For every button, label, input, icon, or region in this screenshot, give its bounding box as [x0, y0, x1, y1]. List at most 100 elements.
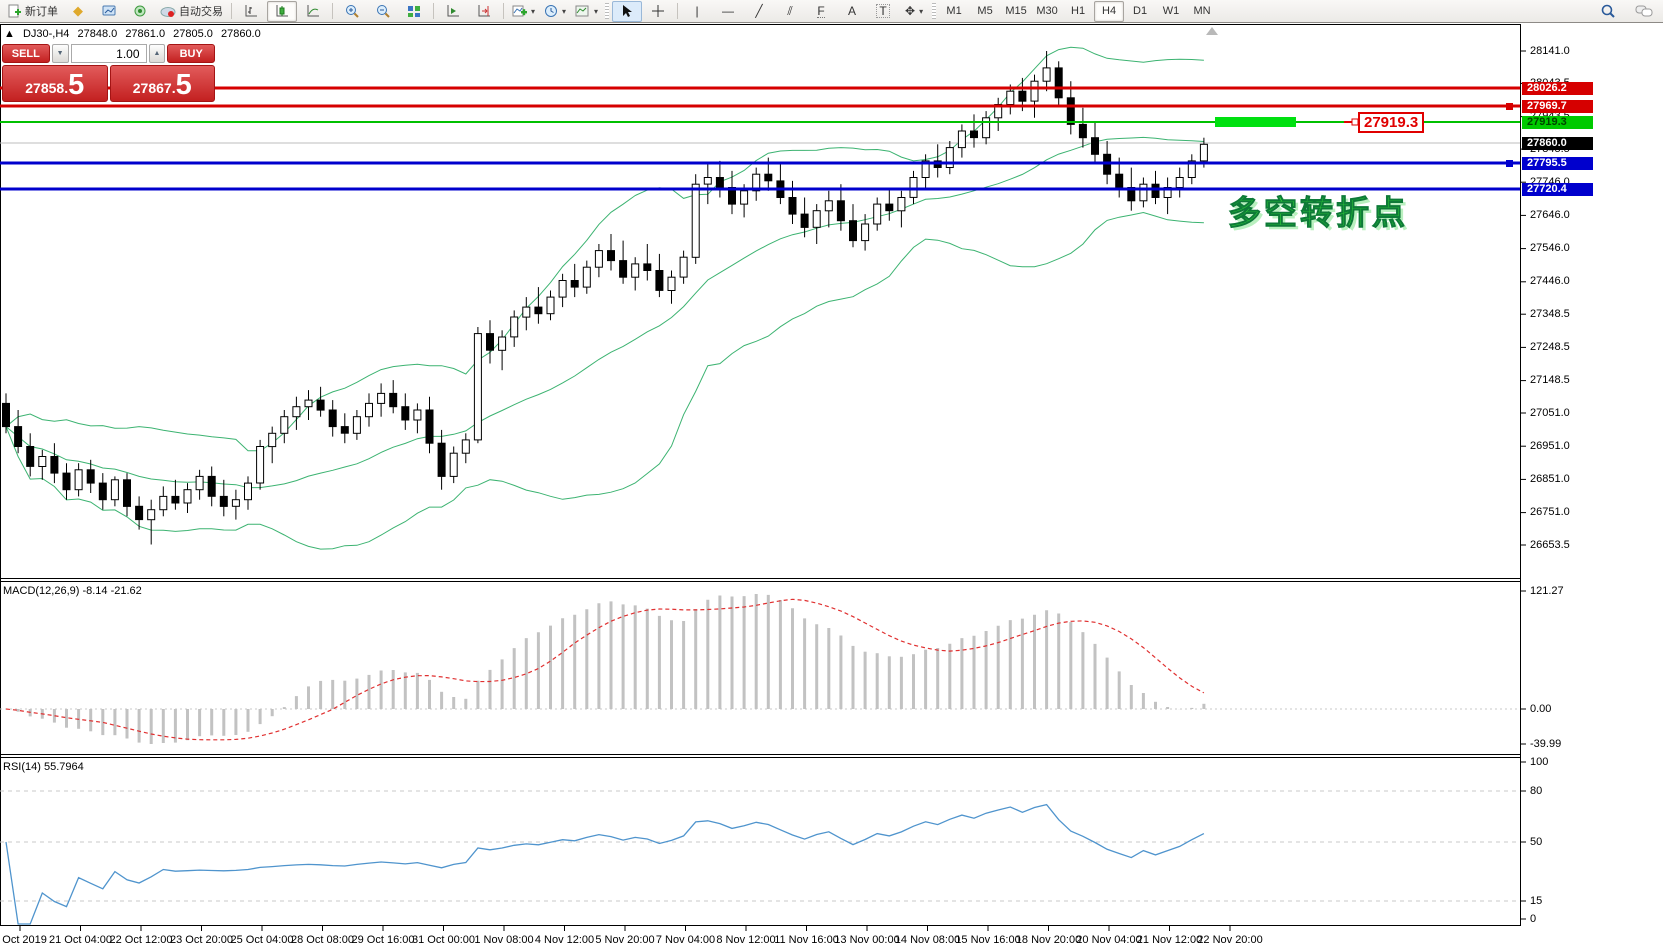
horizontal-line-tool[interactable]: — [713, 1, 743, 22]
autotrading-label: 自动交易 [179, 6, 223, 18]
candle [401, 406, 410, 421]
macd-tick-label: 121.27 [1530, 584, 1564, 597]
label-tool[interactable]: T [868, 1, 898, 22]
channel-icon: ⫽ [787, 4, 793, 18]
timeframe-m15-button[interactable]: M15 [1005, 5, 1027, 17]
candle [1078, 123, 1087, 139]
candle [982, 117, 991, 139]
candle [1199, 143, 1208, 162]
price-callout-label[interactable]: 27919.3 [1358, 112, 1425, 133]
navigator-button[interactable] [125, 1, 155, 22]
line-handle[interactable] [1506, 160, 1513, 167]
chart-shift-marker[interactable] [1206, 27, 1218, 35]
fibonacci-tool[interactable]: F [806, 1, 836, 22]
highlight-bar[interactable] [1215, 117, 1296, 127]
candle [389, 392, 398, 408]
vertical-line-icon: | [695, 4, 699, 18]
periods-button[interactable]: ▾ [540, 1, 570, 22]
candle [970, 130, 978, 139]
sell-button[interactable]: SELL [2, 44, 50, 63]
zoom-out-icon [376, 4, 390, 18]
price-line-label: 27969.7 [1522, 99, 1593, 113]
candle [171, 495, 180, 504]
trendline-tool[interactable]: ╱ [744, 1, 774, 22]
time-axis-label: 22 Nov 20:00 [1197, 934, 1263, 946]
timeframe-m1-button[interactable]: M1 [946, 5, 962, 17]
candle [921, 160, 930, 178]
rsi-tick-label: 100 [1530, 755, 1549, 768]
tile-windows-button[interactable] [399, 1, 429, 22]
timeframe-mn-button[interactable]: MN [1193, 5, 1211, 17]
candle [691, 183, 700, 258]
timeframe-m30-button[interactable]: M30 [1036, 5, 1058, 17]
time-axis-label: 21 Oct 04:00 [49, 934, 112, 946]
auto-scroll-button[interactable] [438, 1, 468, 22]
cursor-icon [623, 5, 633, 17]
candle [74, 469, 83, 491]
timeframe-m5-button[interactable]: M5 [977, 5, 993, 17]
cursor-button[interactable] [612, 0, 643, 22]
rsi-tick-label: 0 [1530, 912, 1537, 925]
search-button[interactable] [1593, 1, 1623, 22]
rsi-indicator-label: RSI(14) 55.7964 [3, 761, 84, 773]
candle [788, 197, 797, 215]
annotation-text[interactable]: 多空转折点 [1228, 194, 1408, 232]
indicators-button[interactable]: ▾ [508, 1, 539, 22]
volume-input[interactable] [70, 44, 147, 63]
chart-bars-button[interactable] [236, 1, 266, 22]
buy-price[interactable]: 27867. 5 [109, 65, 215, 102]
clock-icon [545, 5, 558, 17]
price-line-label: 27919.3 [1522, 115, 1593, 129]
channel-tool[interactable]: ⫽ [775, 1, 805, 22]
new-order-button[interactable]: 新订单 [4, 1, 62, 22]
chart-candles-button[interactable] [267, 0, 297, 22]
autotrading-icon [160, 6, 176, 17]
candle [219, 495, 228, 507]
timeframe-h4-button[interactable]: H4 [1094, 0, 1125, 22]
chart-line-button[interactable] [298, 1, 328, 22]
chart-bars-icon [245, 5, 257, 17]
arrows-icon: ✥ [905, 4, 916, 18]
zoom-out-button[interactable] [368, 1, 398, 22]
buy-button[interactable]: BUY [167, 44, 215, 63]
text-tool[interactable]: A [837, 1, 867, 22]
zoom-in-icon [345, 4, 359, 18]
arrows-tool[interactable]: ✥ ▾ [899, 1, 929, 22]
sell-price[interactable]: 27858. 5 [2, 65, 108, 102]
timeframe-d1-button[interactable]: D1 [1133, 5, 1148, 17]
chart-candles-icon [276, 5, 288, 17]
label-icon: T [876, 4, 890, 18]
candle [861, 223, 870, 242]
chart-shift-button[interactable] [469, 1, 499, 22]
time-axis-label: 21 Nov 12:00 [1136, 934, 1203, 946]
sell-price-dot: . [64, 80, 69, 96]
timeframe-h1-button[interactable]: H1 [1071, 5, 1086, 17]
toolbar-separator [332, 3, 333, 19]
autotrading-button[interactable]: 自动交易 [156, 1, 227, 22]
bollinger-band-upper [5, 46, 1204, 452]
templates-button[interactable]: ▾ [571, 1, 602, 22]
volume-decrease-button[interactable]: ▼ [51, 44, 69, 63]
candle [715, 177, 724, 188]
timeframe-w1-button[interactable]: W1 [1162, 5, 1180, 17]
volume-increase-button[interactable]: ▲ [148, 44, 166, 63]
chart-frame [0, 24, 1521, 926]
line-handle[interactable] [1506, 103, 1513, 110]
crosshair-button[interactable] [643, 1, 673, 22]
zoom-in-button[interactable] [337, 1, 367, 22]
chat-button[interactable] [1629, 1, 1659, 22]
chevron-down-icon: ▾ [919, 6, 924, 16]
candle [619, 260, 628, 278]
market-watch-button[interactable]: ◆ [63, 1, 93, 22]
price-line-label: 27860.0 [1522, 136, 1593, 150]
data-window-button[interactable] [94, 1, 124, 22]
price-tick-label: 26653.5 [1530, 538, 1570, 551]
time-axis-label: 23 Oct 20:00 [170, 934, 233, 946]
candle [534, 306, 543, 315]
time-axis-label: 20 Nov 04:00 [1076, 934, 1142, 946]
candle [679, 256, 688, 278]
candle [486, 333, 494, 351]
candle [752, 173, 761, 192]
vertical-line-tool[interactable]: | [682, 1, 712, 22]
